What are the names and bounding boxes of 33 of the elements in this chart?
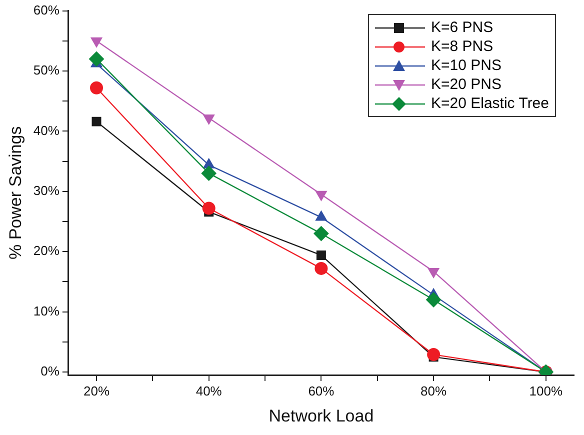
- x-tick-label: 40%: [196, 383, 222, 398]
- legend-label: K=10 PNS: [431, 56, 502, 75]
- x-tick-label: 80%: [420, 383, 448, 398]
- point: [90, 81, 104, 94]
- point: [202, 202, 216, 215]
- point: [314, 226, 329, 242]
- y-tick-label: 40%: [33, 122, 60, 138]
- y-tick-label: 20%: [33, 243, 60, 258]
- point: [426, 292, 442, 308]
- point: [89, 51, 104, 66]
- point: [427, 348, 440, 362]
- point: [314, 262, 328, 275]
- x-axis-title: Network Load: [268, 406, 374, 426]
- y-tick-label: 60%: [33, 2, 60, 18]
- point: [92, 116, 102, 126]
- legend-label: K=20 Elastic Tree: [431, 94, 549, 113]
- point: [90, 37, 102, 48]
- y-tick-label: 30%: [33, 182, 60, 198]
- y-tick-label: 50%: [33, 62, 60, 78]
- y-tick-label: 10%: [33, 303, 60, 318]
- x-tick-label: 60%: [308, 383, 335, 398]
- legend-label: K=20 PNS: [431, 75, 502, 94]
- point: [316, 250, 326, 260]
- y-axis-title: % Power Savings: [6, 126, 25, 260]
- point: [203, 114, 215, 124]
- x-tick-label: 20%: [83, 383, 110, 398]
- x-tick-label: 100%: [529, 383, 563, 398]
- point: [428, 268, 440, 278]
- y-tick-label: 0%: [40, 364, 60, 379]
- point: [316, 190, 327, 201]
- legend-label: K=6 PNS: [431, 18, 494, 37]
- point: [201, 166, 216, 181]
- legend-label: K=8 PNS: [431, 37, 494, 56]
